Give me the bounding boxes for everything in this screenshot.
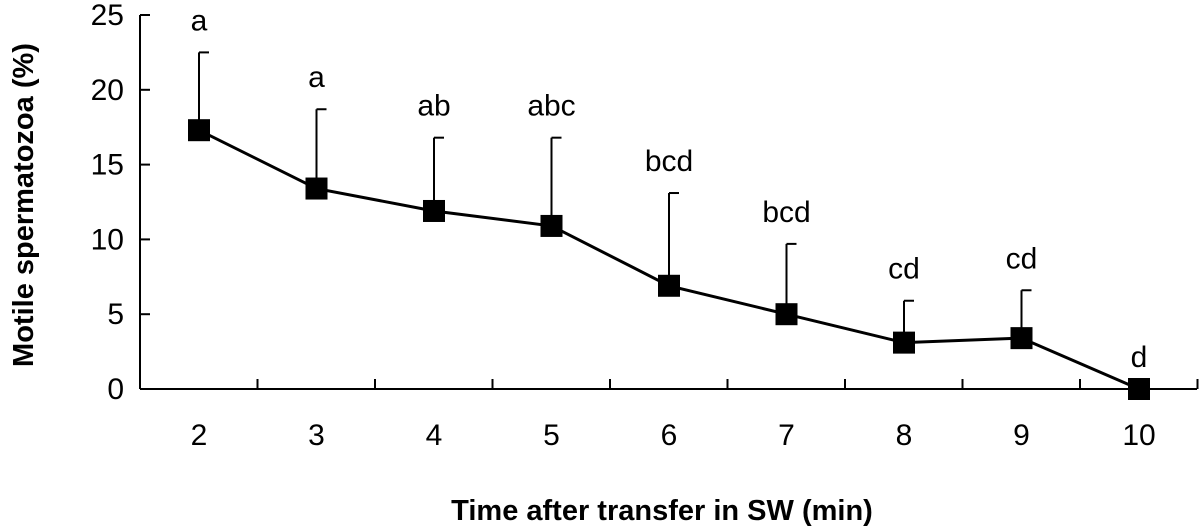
significance-labels: a a ab abc bcd bcd cd cd d	[191, 4, 1148, 374]
x-tick-label: 6	[661, 419, 678, 452]
significance-label: a	[308, 61, 325, 94]
data-point	[1010, 327, 1033, 350]
x-tick-label: 7	[778, 419, 795, 452]
data-point	[188, 119, 210, 142]
y-axis-title: Motile spermatozoa (%)	[8, 43, 40, 367]
x-axis: 2 3 4 5 6 7 8 9 10	[139, 379, 1199, 452]
y-tick-label: 15	[91, 149, 124, 182]
x-tick-label: 5	[543, 419, 560, 452]
y-tick-label: 5	[107, 298, 124, 331]
x-tick-label: 9	[1013, 419, 1030, 452]
data-point	[305, 177, 328, 200]
x-tick-label: 10	[1122, 419, 1155, 452]
data-point	[423, 199, 445, 222]
y-tick-label: 20	[91, 74, 124, 107]
x-axis-title: Time after transfer in SW (min)	[451, 495, 873, 527]
data-point	[658, 274, 680, 297]
x-tick-label: 8	[896, 419, 913, 452]
data-point	[1128, 378, 1150, 400]
significance-label: cd	[1006, 242, 1038, 275]
significance-label: ab	[417, 90, 450, 123]
y-tick-label: 0	[107, 373, 124, 406]
x-tick-label: 2	[191, 419, 208, 452]
y-axis: 0 5 10 15 20 25	[91, 0, 150, 406]
data-point	[540, 214, 563, 237]
x-tick-label: 4	[426, 419, 443, 452]
data-point	[893, 331, 915, 354]
significance-label: d	[1131, 341, 1148, 374]
significance-label: cd	[888, 253, 920, 286]
significance-label: abc	[527, 90, 575, 123]
data-markers	[188, 119, 1150, 400]
data-point	[775, 303, 798, 326]
significance-label: bcd	[645, 145, 693, 178]
significance-label: a	[191, 4, 208, 37]
significance-label: bcd	[762, 196, 810, 229]
y-tick-label: 10	[91, 223, 124, 256]
x-tick-label: 3	[308, 419, 325, 452]
y-tick-label: 25	[91, 0, 124, 32]
